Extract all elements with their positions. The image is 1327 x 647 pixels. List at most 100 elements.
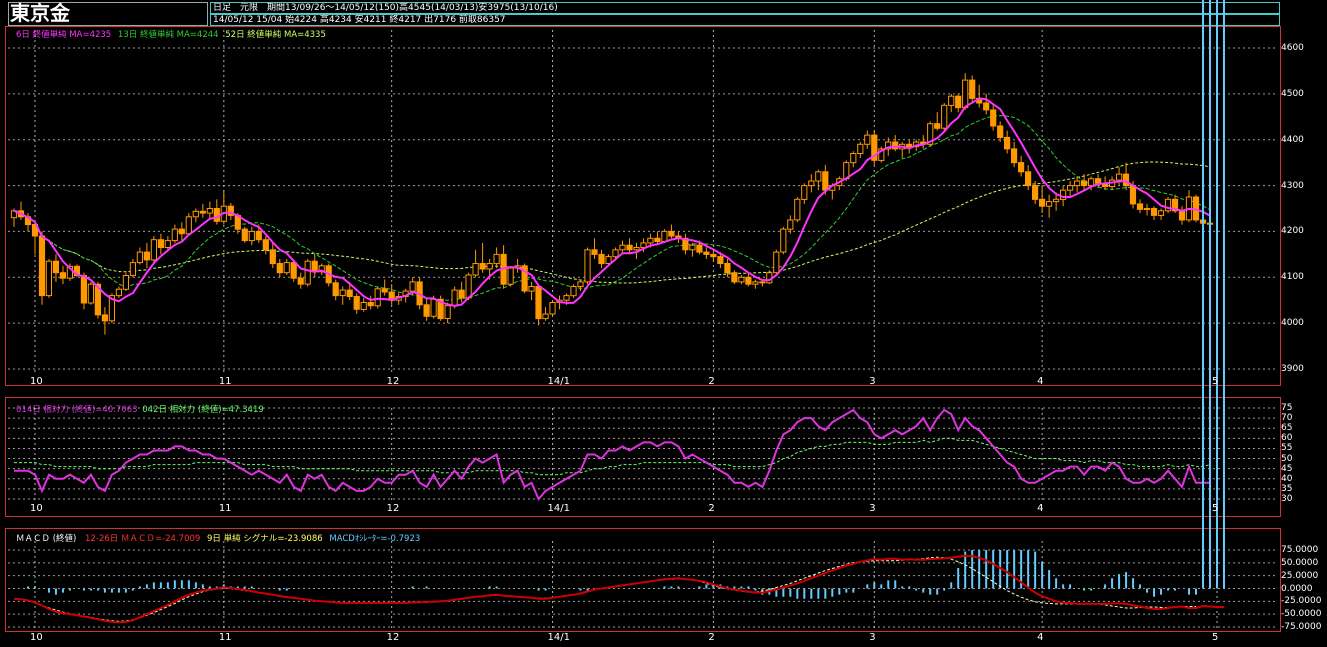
x-tick-label: 2: [708, 632, 715, 643]
x-tick-label: 2: [708, 503, 715, 514]
y-tick-label: 50: [1281, 453, 1293, 464]
candle-down: [598, 253, 605, 265]
candle-up: [486, 263, 493, 270]
info-line-period: 日足 元限 期間13/09/26～14/05/12(150)高4545(14/0…: [210, 2, 1280, 14]
candle-up: [528, 286, 535, 292]
candle-up: [1157, 210, 1165, 216]
x-tick-label: 12: [386, 503, 400, 514]
y-tick-label: 70: [1281, 413, 1293, 424]
x-tick-label: 4: [1037, 632, 1044, 643]
candle-up: [647, 237, 654, 244]
candle-up: [472, 263, 479, 276]
price-panel-frame[interactable]: [5, 26, 1281, 386]
y-tick-label: 75: [1281, 403, 1293, 413]
y-tick-label: 4000: [1281, 318, 1304, 329]
candle-up: [815, 171, 822, 182]
candle-up: [563, 295, 570, 301]
macd-legend: ＭＡＣＤ (終値) 12-26日 ＭＡＣＤ=-24.7009 9日 単純 シグナ…: [16, 534, 420, 544]
candle-down: [1032, 185, 1039, 200]
legend-macd: 12-26日 ＭＡＣＤ=-24.7009: [85, 534, 201, 544]
candle-up: [850, 153, 857, 164]
y-tick-label: 4100: [1281, 272, 1304, 283]
y-tick-label: 4400: [1281, 134, 1304, 145]
legend-ma6: 6日 終値単純 MA=4235: [16, 30, 112, 40]
candle-down: [871, 134, 878, 161]
candle-down: [717, 256, 724, 265]
candle-down: [1018, 162, 1025, 173]
x-tick-label: 3: [869, 503, 876, 514]
rsi-legend: 014日 相対力 (終値)=40.7063 042日 相対力 (終値)=47.3…: [16, 405, 264, 415]
candle-down: [1039, 198, 1046, 207]
candle-down: [1171, 198, 1179, 212]
candle-up: [206, 208, 213, 214]
y-tick-label: 55: [1281, 443, 1293, 454]
x-tick-label: 14/1: [547, 632, 571, 643]
y-tick-label: 50.0000: [1281, 557, 1319, 568]
candle-down: [822, 171, 829, 191]
candle-down: [38, 235, 46, 297]
candle-up: [801, 185, 808, 200]
candle-up: [1164, 198, 1172, 212]
candle-up: [570, 286, 577, 297]
legend-oscillator: MACDｵｼﾚｰﾀｰ=-0.7923: [329, 534, 421, 544]
candle-down: [311, 260, 318, 273]
candle-up: [752, 281, 759, 285]
candle-up: [549, 302, 556, 315]
candle-up: [108, 295, 116, 322]
candle-up: [185, 216, 192, 235]
candle-down: [745, 276, 752, 285]
macd-panel-frame[interactable]: [5, 528, 1281, 632]
candle-up: [787, 219, 794, 230]
candle-down: [458, 289, 465, 299]
legend-signal: 9日 単純 シグナル=-23.9086: [207, 534, 323, 544]
candle-down: [213, 208, 220, 222]
candle-down: [101, 314, 109, 322]
legend-rsi42: 042日 相対力 (終値)=47.3419: [142, 405, 264, 415]
candle-down: [262, 239, 269, 251]
candle-up: [577, 281, 584, 287]
candle-down: [157, 239, 165, 248]
y-tick-label: 25.0000: [1281, 570, 1319, 581]
candle-up: [1116, 173, 1123, 181]
y-tick-label: 30: [1281, 494, 1293, 504]
candle-down: [1011, 148, 1018, 164]
candle-up: [192, 210, 199, 218]
candle-up: [864, 134, 871, 145]
candle-down: [332, 282, 339, 297]
x-tick-label: 10: [29, 503, 43, 514]
candle-down: [346, 289, 353, 298]
candle-up: [87, 283, 95, 304]
candle-down: [1081, 180, 1088, 187]
candle-down: [990, 109, 997, 127]
candle-up: [1060, 189, 1067, 200]
candle-up: [927, 123, 934, 145]
legend-ma52: 52日 終値単純 MA=4335: [225, 30, 326, 40]
rsi-panel-frame[interactable]: [5, 397, 1281, 517]
candle-up: [619, 244, 626, 251]
candle-up: [283, 262, 290, 274]
candle-up: [878, 148, 885, 161]
y-tick-label: 4600: [1281, 43, 1304, 53]
candle-up: [171, 228, 178, 242]
candle-up: [885, 141, 892, 150]
candle-down: [381, 288, 388, 293]
candle-up: [122, 275, 130, 290]
candle-up: [339, 289, 346, 297]
candle-down: [178, 228, 185, 235]
candle-up: [941, 104, 948, 129]
candle-up: [1088, 178, 1095, 187]
candle-down: [276, 263, 283, 274]
y-tick-label: 45: [1281, 463, 1293, 474]
candle-up: [948, 95, 955, 106]
candle-up: [115, 288, 123, 297]
candle-down: [969, 79, 976, 99]
legend-rsi14: 014日 相対力 (終値)=40.7063: [16, 405, 138, 415]
candle-up: [738, 276, 745, 283]
candle-down: [52, 260, 59, 274]
candle-up: [507, 267, 514, 285]
candle-up: [780, 228, 787, 253]
y-tick-label: 60: [1281, 433, 1293, 444]
candle-up: [451, 289, 458, 307]
candle-down: [654, 237, 661, 243]
